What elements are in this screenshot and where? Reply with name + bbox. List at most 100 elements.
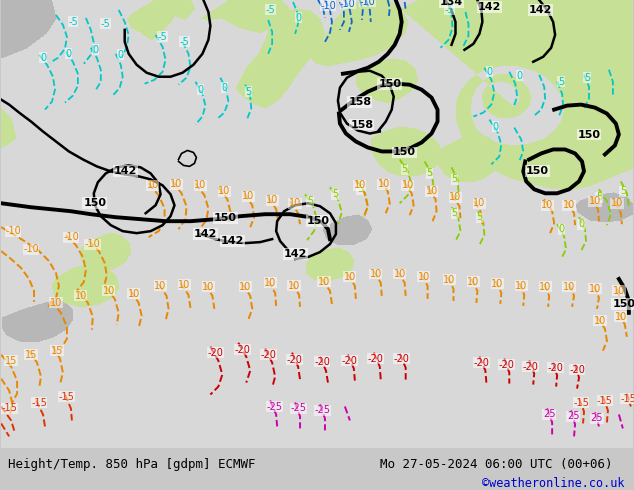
Text: 5: 5: [558, 77, 564, 87]
Text: 15: 15: [5, 356, 17, 366]
Text: 150: 150: [578, 129, 600, 140]
Text: 5: 5: [476, 212, 482, 222]
Text: 10: 10: [103, 286, 115, 296]
Text: 150: 150: [526, 167, 548, 176]
Text: 10: 10: [467, 277, 479, 287]
Text: 5: 5: [427, 169, 433, 178]
Text: 5: 5: [307, 196, 313, 206]
Text: 10: 10: [266, 195, 278, 205]
Text: -20: -20: [498, 360, 514, 369]
Text: 15: 15: [51, 346, 63, 356]
Text: -10: -10: [85, 239, 101, 249]
Text: 10: 10: [594, 316, 606, 326]
Text: -20: -20: [474, 358, 489, 368]
Text: 10: 10: [589, 196, 601, 206]
Text: 25: 25: [591, 414, 603, 423]
Text: 142: 142: [194, 229, 217, 239]
Text: 10: 10: [370, 269, 382, 279]
Text: -15: -15: [59, 392, 75, 401]
Text: 10: 10: [539, 282, 552, 292]
Text: -20: -20: [522, 362, 538, 371]
Text: -20: -20: [207, 348, 223, 358]
Text: -20: -20: [569, 365, 585, 375]
Text: 150: 150: [612, 299, 634, 309]
Text: 150: 150: [214, 213, 237, 223]
Text: 5: 5: [451, 208, 458, 218]
Text: 15: 15: [25, 350, 37, 360]
Text: -25: -25: [315, 406, 331, 416]
Text: 5: 5: [451, 174, 458, 184]
Text: 10: 10: [401, 180, 414, 190]
Text: -20: -20: [235, 344, 250, 355]
Text: 10: 10: [589, 284, 601, 294]
Text: 0: 0: [66, 49, 72, 59]
Text: 142: 142: [477, 2, 501, 12]
Text: 0: 0: [221, 83, 228, 93]
Text: 25: 25: [567, 412, 579, 421]
Text: 10: 10: [615, 312, 627, 322]
Text: 10: 10: [417, 272, 430, 282]
Text: 5: 5: [596, 192, 602, 202]
Text: 10: 10: [394, 269, 406, 279]
Text: 10: 10: [239, 282, 252, 292]
Text: -10: -10: [340, 0, 356, 9]
Text: 10: 10: [218, 186, 231, 196]
Text: 10: 10: [289, 198, 301, 208]
Text: 0: 0: [578, 219, 584, 229]
Text: 10: 10: [146, 180, 158, 190]
Text: 10: 10: [515, 281, 527, 291]
Text: 158: 158: [350, 120, 373, 129]
Text: 10: 10: [354, 180, 366, 190]
Text: -15: -15: [573, 397, 589, 408]
Text: 10: 10: [318, 277, 330, 287]
Text: -10: -10: [23, 244, 39, 254]
Text: Height/Temp. 850 hPa [gdpm] ECMWF: Height/Temp. 850 hPa [gdpm] ECMWF: [8, 458, 255, 471]
Text: -20: -20: [394, 354, 410, 364]
Text: 25: 25: [543, 410, 555, 419]
Text: 134: 134: [440, 0, 463, 7]
Text: Mo 27-05-2024 06:00 UTC (00+06): Mo 27-05-2024 06:00 UTC (00+06): [380, 458, 613, 471]
Text: 10: 10: [611, 198, 623, 208]
Text: 0: 0: [40, 53, 46, 63]
Text: 0: 0: [197, 85, 204, 95]
Text: 10: 10: [127, 289, 140, 299]
Text: 10: 10: [378, 179, 390, 189]
Text: 150: 150: [306, 216, 330, 226]
Text: 10: 10: [491, 279, 503, 289]
Text: 5: 5: [332, 189, 338, 199]
Text: 10: 10: [443, 275, 456, 285]
Text: -15: -15: [31, 397, 47, 408]
Text: -10: -10: [5, 226, 21, 236]
Text: 0: 0: [295, 13, 301, 23]
Text: -20: -20: [342, 356, 358, 366]
Text: 142: 142: [529, 5, 552, 15]
Text: 0: 0: [516, 71, 522, 81]
Text: 10: 10: [75, 291, 87, 301]
Text: -15: -15: [1, 403, 17, 414]
Text: -15: -15: [621, 393, 634, 404]
Text: 10: 10: [202, 282, 214, 292]
Text: 10: 10: [155, 281, 167, 291]
Text: 10: 10: [541, 200, 553, 210]
Text: -10: -10: [360, 0, 376, 7]
Text: 150: 150: [83, 198, 107, 208]
Text: -20: -20: [286, 355, 302, 365]
Text: -25: -25: [266, 401, 282, 412]
Text: -5: -5: [265, 5, 275, 15]
Text: -15: -15: [597, 395, 613, 406]
Text: -25: -25: [290, 403, 306, 414]
Text: 150: 150: [378, 79, 401, 89]
Text: 10: 10: [171, 179, 183, 189]
Text: 10: 10: [613, 286, 625, 296]
Text: 5: 5: [401, 164, 408, 174]
Text: 10: 10: [264, 278, 276, 288]
Text: 10: 10: [450, 192, 462, 202]
Text: 0: 0: [492, 122, 498, 131]
Text: 10: 10: [425, 186, 437, 196]
Text: 5: 5: [620, 186, 626, 196]
Text: 142: 142: [221, 236, 244, 246]
Text: -10: -10: [320, 1, 336, 11]
Text: -20: -20: [368, 354, 384, 364]
Text: 10: 10: [473, 198, 486, 208]
Text: ©weatheronline.co.uk: ©weatheronline.co.uk: [482, 477, 624, 490]
